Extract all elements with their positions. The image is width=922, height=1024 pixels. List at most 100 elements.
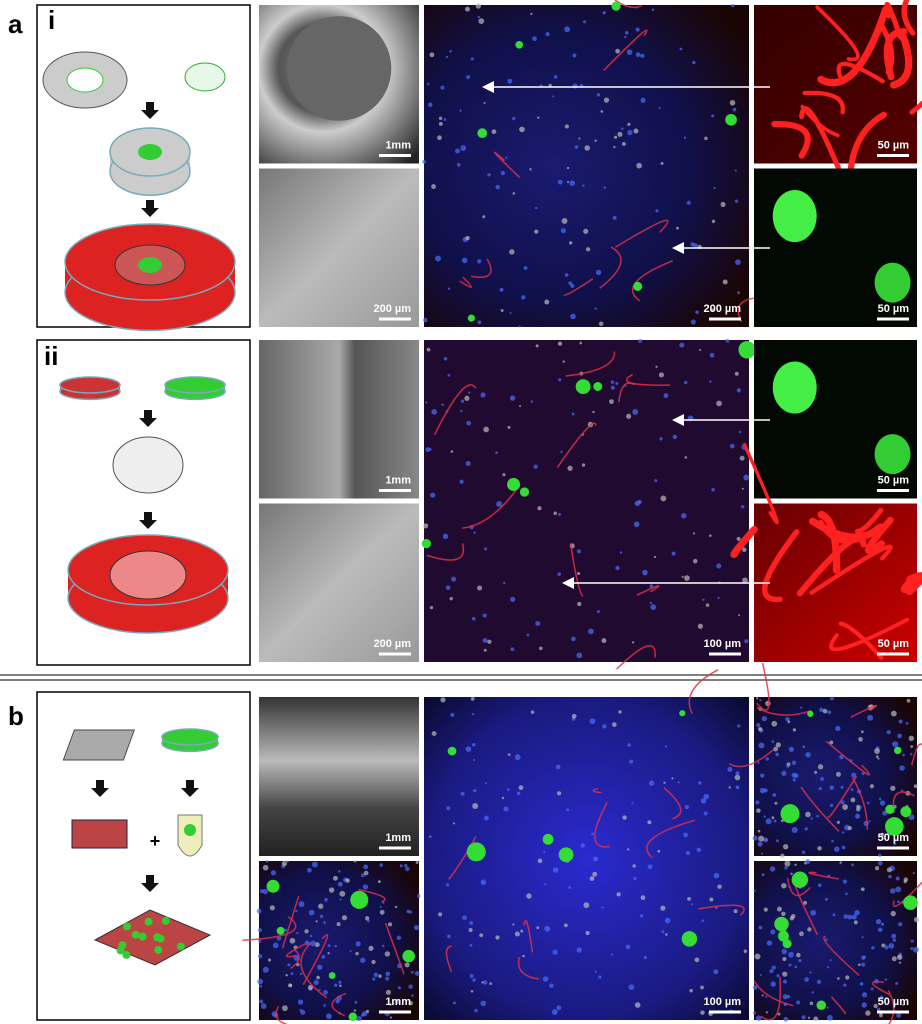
nucleus: [804, 827, 808, 831]
nucleus: [843, 983, 847, 987]
nucleus: [397, 986, 401, 990]
spheroid: [184, 824, 196, 836]
nucleus: [334, 944, 337, 948]
nucleus: [765, 700, 771, 707]
nucleus: [281, 860, 288, 867]
nucleus: [509, 249, 515, 255]
nucleus: [521, 295, 526, 300]
nucleus: [867, 714, 874, 721]
fiber: [599, 246, 622, 289]
scale-bar-label: 200 µm: [373, 638, 411, 650]
nucleus: [408, 1000, 413, 1006]
nucleus: [776, 839, 779, 843]
nucleus: [635, 52, 641, 57]
nucleus: [771, 740, 775, 743]
fiber: [850, 704, 878, 718]
nucleus: [500, 309, 504, 312]
fiber: [616, 645, 656, 670]
nucleus: [713, 969, 719, 975]
nucleus: [516, 791, 521, 796]
nucleus: [740, 505, 745, 509]
nucleus: [394, 905, 398, 909]
nucleus: [689, 988, 693, 993]
nucleus: [325, 1013, 332, 1020]
nucleus: [687, 896, 691, 901]
nucleus: [557, 341, 563, 346]
nucleus: [587, 628, 594, 635]
nucleus: [684, 804, 690, 810]
nucleus: [783, 979, 787, 984]
nucleus: [566, 180, 570, 183]
nucleus: [839, 862, 842, 865]
image-cell: 50 µm: [729, 662, 922, 858]
separator: [0, 674, 922, 681]
nucleus: [594, 307, 597, 310]
nucleus: [469, 921, 474, 925]
nucleus: [627, 122, 631, 126]
scale-bar-label: 50 µm: [878, 638, 910, 650]
nucleus: [581, 463, 586, 467]
nucleus: [414, 971, 420, 976]
nucleus: [430, 492, 436, 498]
spheroid: [144, 917, 153, 926]
nucleus: [814, 770, 818, 774]
nucleus: [755, 1015, 762, 1021]
nucleus: [810, 909, 817, 916]
fiber: [290, 949, 300, 969]
nucleus: [598, 321, 604, 327]
fiber: [762, 529, 800, 603]
nucleus: [651, 8, 655, 11]
nucleus: [431, 184, 436, 189]
fiber: [688, 669, 719, 714]
nucleus: [817, 883, 822, 888]
nucleus: [566, 808, 570, 812]
nucleus: [782, 971, 788, 977]
nucleus: [537, 116, 540, 119]
nucleus: [545, 32, 550, 37]
nucleus: [895, 886, 902, 893]
nucleus: [522, 954, 525, 958]
fiber: [911, 743, 922, 766]
nucleus: [860, 887, 865, 892]
nucleus: [752, 1011, 757, 1015]
nucleus: [830, 696, 834, 701]
nucleus: [610, 380, 615, 384]
nucleus: [835, 725, 841, 732]
nucleus: [596, 93, 601, 97]
nucleus: [557, 791, 562, 796]
nucleus: [284, 928, 288, 932]
fiber: [462, 489, 517, 529]
nucleus: [655, 365, 658, 368]
nucleus: [298, 901, 305, 908]
nucleus: [842, 804, 849, 810]
nucleus: [892, 938, 896, 942]
nucleus: [426, 347, 431, 352]
nucleus: [480, 392, 486, 398]
nucleus: [295, 909, 298, 913]
nucleus: [640, 53, 645, 58]
nucleus: [483, 648, 487, 652]
nucleus: [544, 925, 551, 932]
nucleus: [437, 135, 442, 141]
nucleus: [579, 341, 583, 345]
spheroid: [276, 926, 285, 935]
nucleus: [445, 883, 450, 887]
nucleus: [627, 848, 630, 851]
image-cell: 50 µm: [752, 859, 922, 1024]
nucleus: [780, 853, 785, 858]
micrograph: [424, 340, 749, 662]
nucleus: [465, 746, 472, 752]
nucleus: [389, 1003, 392, 1006]
nucleus: [427, 82, 430, 86]
fiber: [890, 33, 913, 89]
fiber: [730, 525, 758, 558]
nucleus: [428, 102, 433, 107]
nucleus: [542, 976, 549, 982]
fiber: [760, 976, 782, 1021]
nucleus: [738, 430, 742, 434]
nucleus: [431, 731, 437, 737]
nucleus: [734, 371, 739, 376]
nucleus: [611, 722, 617, 727]
nucleus: [544, 299, 550, 305]
nucleus: [840, 800, 845, 805]
